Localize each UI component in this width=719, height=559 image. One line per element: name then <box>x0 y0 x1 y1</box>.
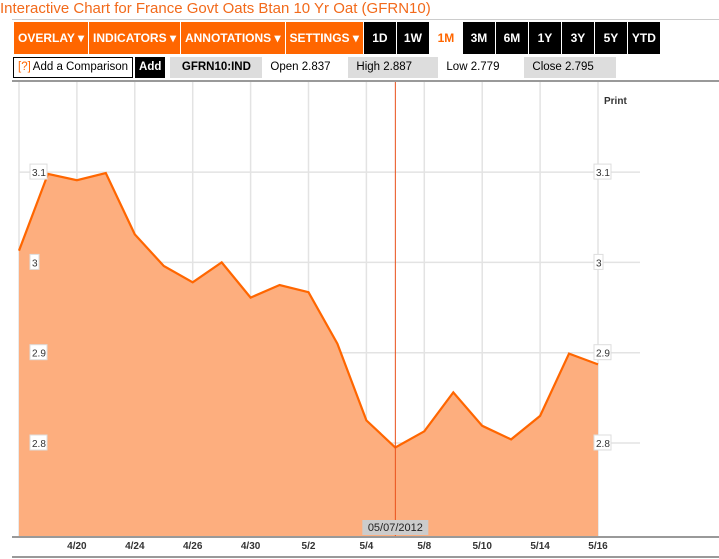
y-axis-label-left-box <box>29 163 48 180</box>
open-value: Open 2.837 <box>270 61 331 73</box>
symbol: GFRN10:IND <box>170 57 263 78</box>
chart-title: Interactive Chart for France Govt Oats B… <box>0 0 431 17</box>
x-axis-labels: 4/20 4/24 4/26 4/30 5/2 5/4 5/8 5/10 5/14 5/16 <box>67 541 608 552</box>
range-3y[interactable]: 3Y <box>561 22 594 54</box>
range-1y[interactable]: 1Y <box>528 22 561 54</box>
comparison-input[interactable]: [?] Add a Comparison <box>13 57 134 78</box>
range-5y[interactable]: 5Y <box>594 22 627 54</box>
y-axis-label-left-box <box>29 434 48 451</box>
x-axis-label: 5/10 <box>472 541 492 552</box>
indicators-menu[interactable]: INDICATORS ▾ <box>89 22 180 54</box>
price-chart[interactable]: 3.1 3.1 3 3 2.9 2.9 2.8 2.8 05/07/2012 Print 4/… <box>0 80 719 559</box>
y-axis-label-left: 3.1 <box>32 168 46 179</box>
help-icon[interactable]: [?] <box>18 61 31 73</box>
crosshair-label-bg <box>362 520 429 535</box>
y-axis-label-left-box <box>29 253 40 270</box>
x-axis-label: 4/30 <box>241 541 261 552</box>
y-axis-label-right-box <box>593 253 604 270</box>
x-axis-label: 5/4 <box>359 541 373 552</box>
x-axis-label: 4/20 <box>67 541 87 552</box>
x-axis-label: 4/26 <box>183 541 203 552</box>
range-3m[interactable]: 3M <box>462 22 495 54</box>
overlay-menu[interactable]: OVERLAY ▾ <box>14 22 89 54</box>
y-axis-label-right-box <box>593 434 612 451</box>
close-value: Close 2.795 <box>524 57 617 78</box>
comparison-placeholder: Add a Comparison <box>32 61 129 73</box>
range-6m[interactable]: 6M <box>495 22 528 54</box>
price-area <box>19 173 598 536</box>
y-axis-label-left: 2.8 <box>32 439 46 450</box>
range-ytd[interactable]: YTD <box>627 22 660 54</box>
y-axis-label-right: 3 <box>596 258 602 269</box>
x-axis-label: 5/14 <box>530 541 550 552</box>
y-axis-label-left: 3 <box>32 258 38 269</box>
annotations-menu[interactable]: ANNOTATIONS ▾ <box>180 22 285 54</box>
high-value: High 2.887 <box>348 57 439 78</box>
price-line <box>17 171 599 449</box>
y-axis-label-right-box <box>593 344 612 361</box>
print-link[interactable]: Print <box>604 96 627 107</box>
y-axis-label-right: 2.8 <box>596 439 610 450</box>
x-axis-label: 5/8 <box>417 541 431 552</box>
x-axis-label: 5/16 <box>588 541 608 552</box>
divider <box>12 19 719 20</box>
x-axis-label: 5/2 <box>302 541 316 552</box>
crosshair-label: 05/07/2012 <box>368 522 423 534</box>
range-1w[interactable]: 1W <box>396 22 429 54</box>
quote-bar: [?] Add a Comparison Add GFRN10:IND Open … <box>13 57 617 78</box>
y-axis-label-right: 3.1 <box>596 168 610 179</box>
y-axis-labels: 3.1 3.1 3 3 2.9 2.9 2.8 2.8 <box>29 163 612 451</box>
settings-menu[interactable]: SETTINGS ▾ <box>285 22 363 54</box>
x-axis-label: 4/24 <box>125 541 145 552</box>
y-axis-label-left-box <box>29 344 48 361</box>
range-1d[interactable]: 1D <box>363 22 396 54</box>
low-value: Low 2.779 <box>446 61 500 73</box>
range-1m[interactable]: 1M <box>429 22 462 54</box>
toolbar: OVERLAY ▾ INDICATORS ▾ ANNOTATIONS ▾ SET… <box>14 22 661 54</box>
y-axis-label-right-box <box>593 163 612 180</box>
y-axis-label-right: 2.9 <box>596 349 610 360</box>
y-axis-label-left: 2.9 <box>32 349 46 360</box>
add-button[interactable]: Add <box>135 57 166 78</box>
